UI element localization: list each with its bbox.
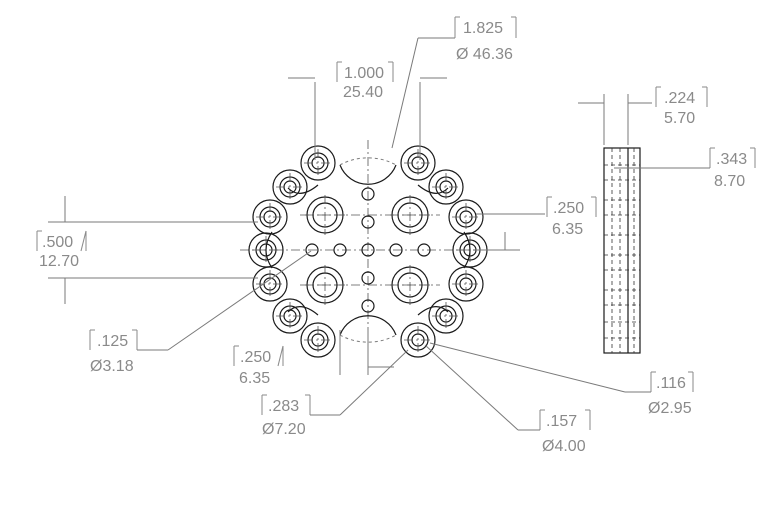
dim-157-mm: Ø4.00: [542, 438, 586, 455]
dimension-250-bottom: .250 6.35: [233, 330, 394, 387]
dim-1000-inch: 1.000: [344, 65, 384, 82]
small-hole: [361, 187, 375, 201]
dim-250-bottom-inch: .250: [240, 349, 271, 366]
boss-outline: [272, 169, 308, 205]
front-view: [240, 140, 500, 360]
dim-125-mm: Ø3.18: [90, 358, 134, 375]
dim-250-bottom-mm: 6.35: [239, 370, 270, 387]
boss-outline: [252, 266, 288, 302]
dimension-1-000: 1.000 25.40: [288, 61, 447, 160]
small-hole: [361, 299, 375, 313]
small-hole: [333, 243, 347, 257]
boss-outline: [428, 169, 464, 205]
dim-250-right-inch: .250: [553, 200, 584, 217]
dimension-283: .283 Ø7.20: [261, 349, 409, 438]
dimension-224: .224 5.70: [578, 86, 708, 145]
dim-500-inch: .500: [42, 234, 73, 251]
dimension-157: .157 Ø4.00: [424, 344, 591, 455]
small-hole: [417, 243, 431, 257]
dimension-116: .116 Ø2.95: [429, 342, 694, 417]
dimension-500: .500 12.70: [36, 196, 258, 304]
small-hole: [361, 243, 375, 257]
dim-224-inch: .224: [664, 90, 695, 107]
dimension-1-825: 1.825 Ø 46.36: [391, 16, 517, 149]
dim-1825-inch: 1.825: [463, 20, 503, 37]
dim-116-inch: .116: [656, 375, 686, 392]
dim-125-inch: .125: [97, 333, 128, 350]
small-hole: [361, 215, 375, 229]
dim-343-inch: .343: [716, 151, 747, 168]
small-hole: [389, 243, 403, 257]
small-hole: [305, 243, 319, 257]
dimension-343: .343 8.70: [614, 147, 756, 190]
dim-1825-mm: Ø 46.36: [456, 46, 513, 63]
dim-157-inch: .157: [546, 413, 577, 430]
dimension-125: .125 Ø3.18: [89, 250, 312, 375]
side-view: [603, 147, 641, 354]
dim-1000-mm: 25.40: [343, 84, 383, 101]
boss-outline: [400, 322, 436, 358]
dim-116-mm: Ø2.95: [648, 400, 692, 417]
dim-500-mm: 12.70: [39, 253, 79, 270]
dim-343-mm: 8.70: [714, 173, 745, 190]
dim-283-mm: Ø7.20: [262, 421, 306, 438]
dim-250-right-mm: 6.35: [552, 221, 583, 238]
boss-outline: [272, 298, 308, 334]
dim-224-mm: 5.70: [664, 110, 695, 127]
boss-outline: [300, 322, 336, 358]
dim-283-inch: .283: [268, 398, 299, 415]
boss-outline: [400, 145, 436, 181]
boss-outline: [300, 145, 336, 181]
dimension-250-right: .250 6.35: [476, 196, 597, 251]
small-hole: [361, 271, 375, 285]
boss-outline: [428, 298, 464, 334]
boss-outline: [448, 266, 484, 302]
